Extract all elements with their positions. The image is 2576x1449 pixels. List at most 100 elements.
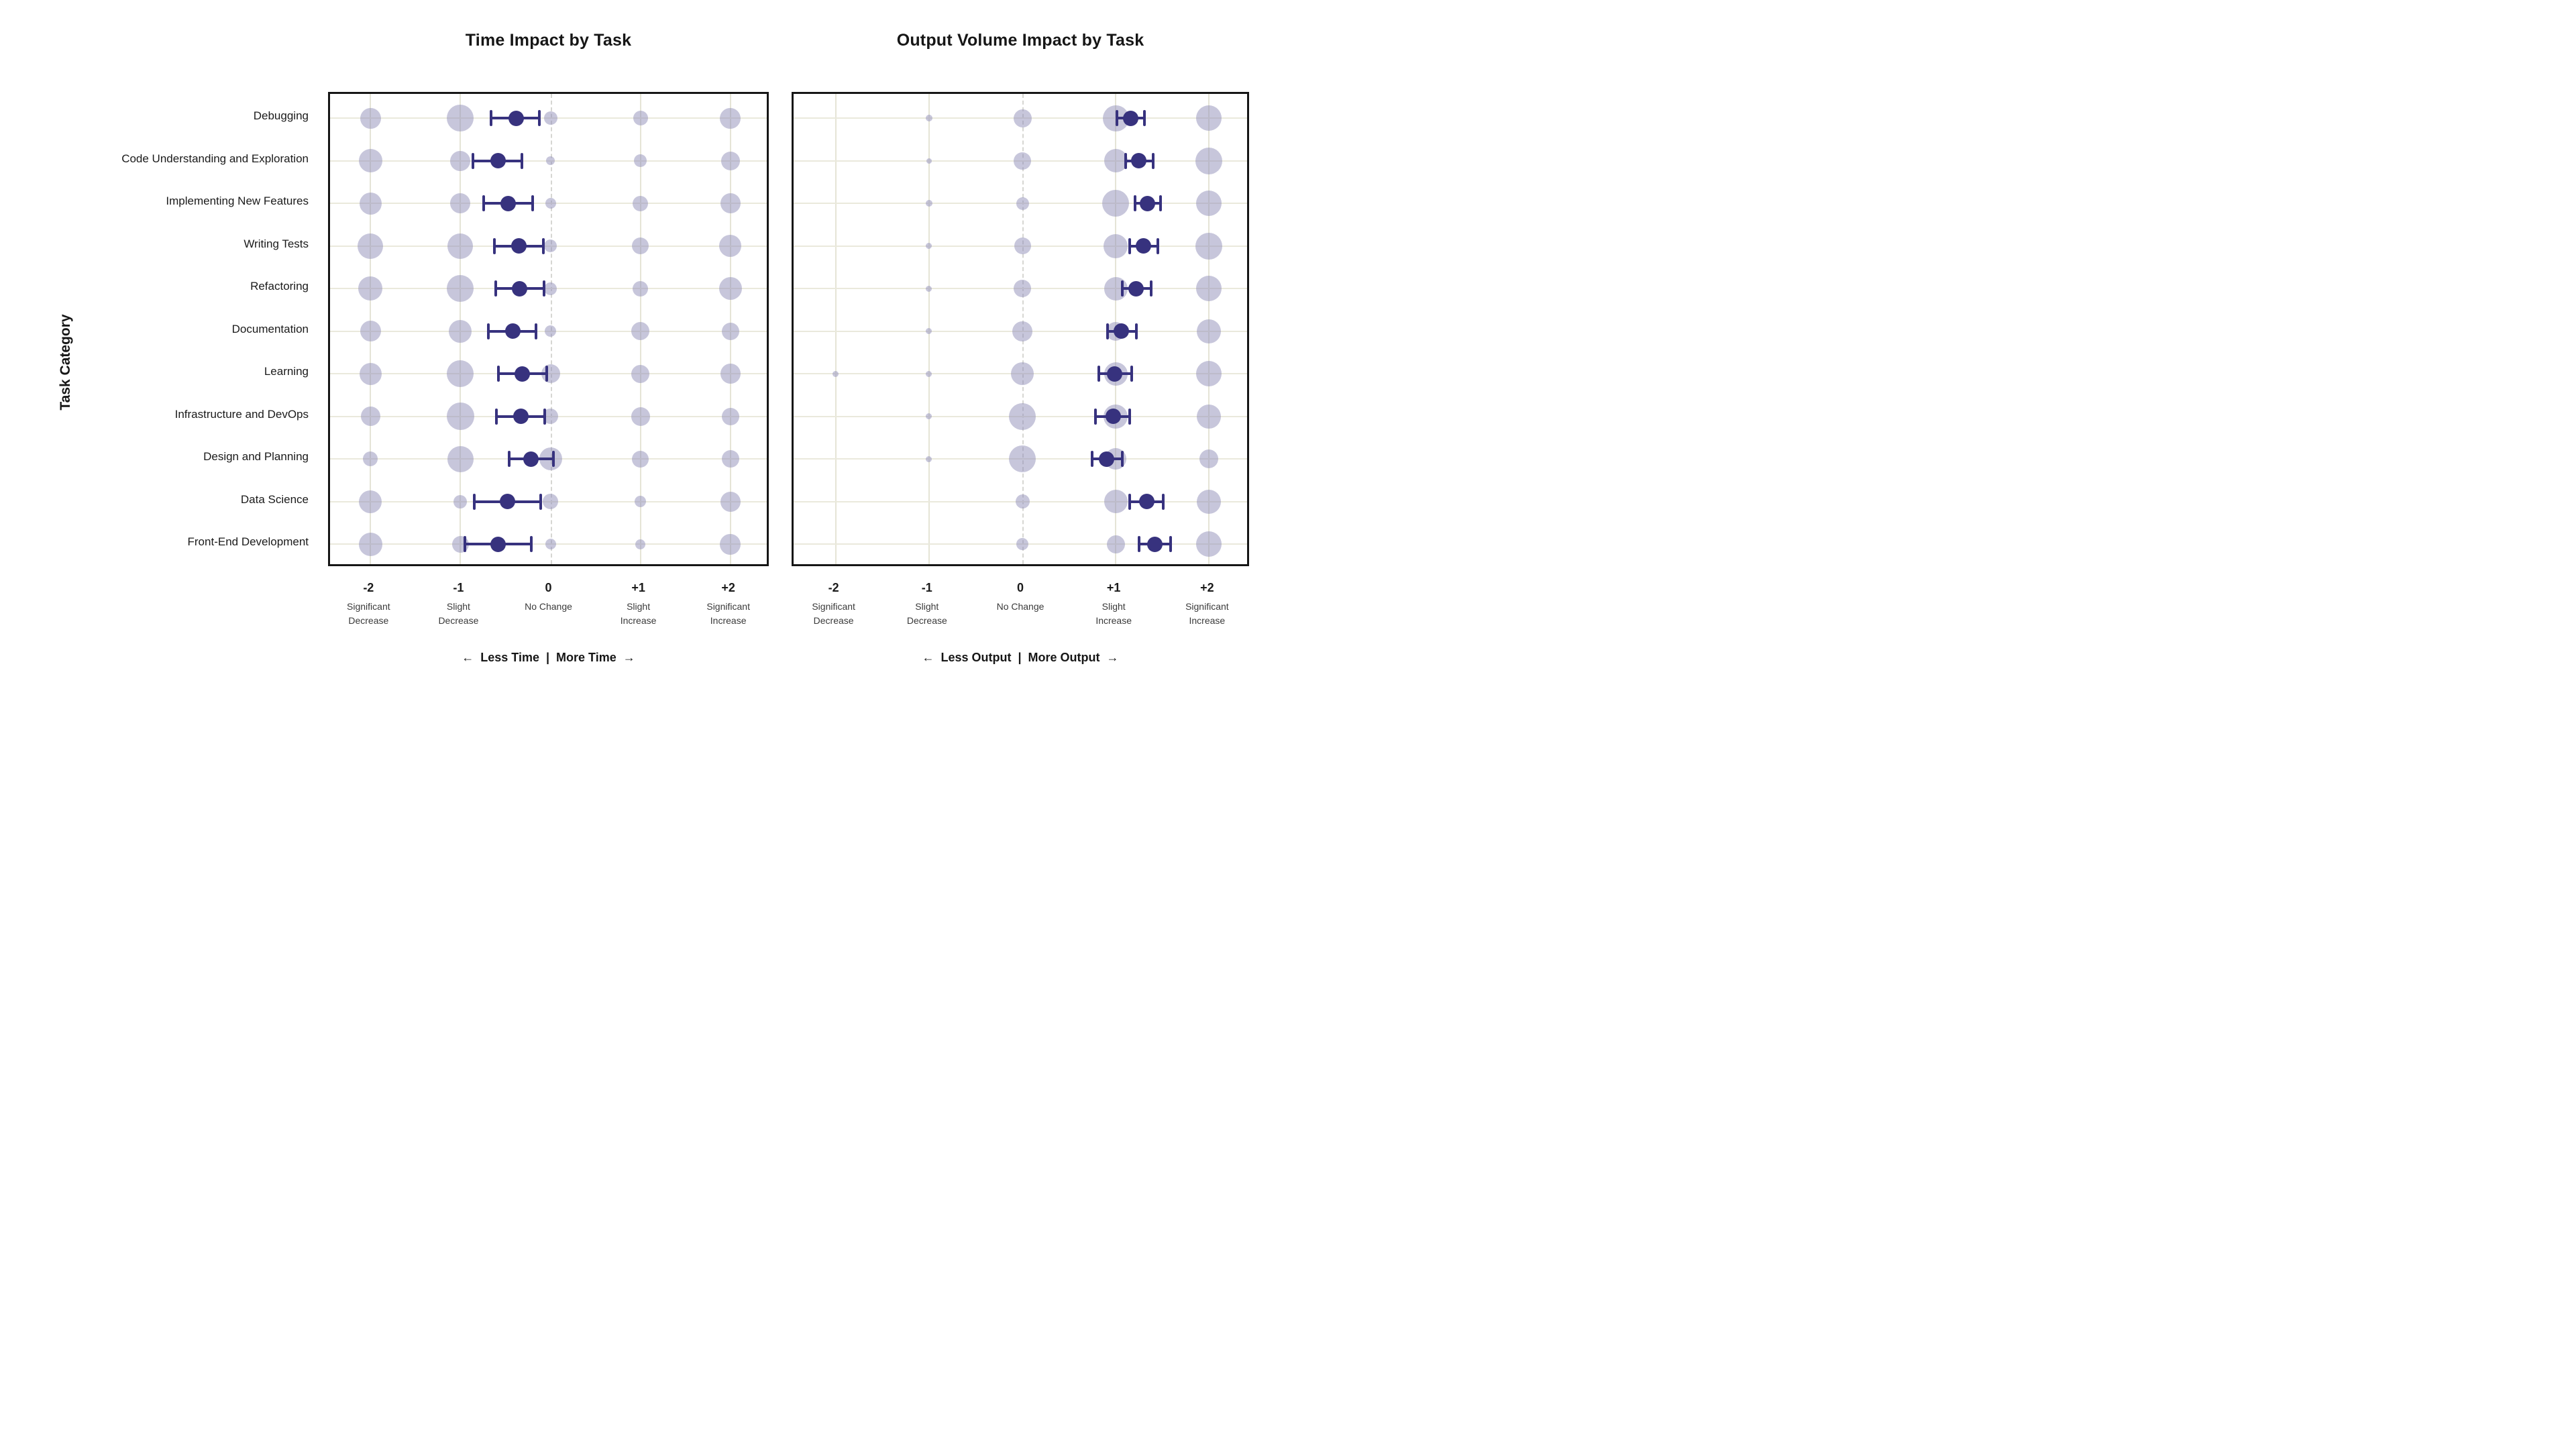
x-tick-sublabel: No Change — [525, 601, 572, 612]
ci-cap — [538, 110, 541, 126]
bubble — [450, 193, 471, 213]
category-label: Infrastructure and DevOps — [174, 407, 309, 421]
mean-dot — [504, 323, 521, 339]
ci-cap — [530, 536, 533, 552]
ci-cap — [1134, 323, 1138, 339]
x-tick-sublabel: Significant — [812, 601, 855, 612]
x-tick-sublabel: Increase — [620, 615, 657, 626]
bubble — [1197, 489, 1222, 514]
ci-cap — [486, 323, 490, 339]
bubble — [545, 539, 556, 549]
bubble — [449, 319, 472, 343]
bubble — [833, 370, 839, 377]
x-tick-number: -2 — [828, 581, 839, 594]
x-tick-sublabel: Increase — [1189, 615, 1226, 626]
bubble — [1196, 105, 1222, 131]
x-tick-sublabel: Slight — [446, 601, 470, 612]
bubble — [453, 494, 468, 508]
x-tick-sublabel: Increase — [710, 615, 747, 626]
bubble — [1014, 152, 1031, 170]
gridline-v — [835, 94, 837, 564]
x-tick-sublabel: Significant — [706, 601, 750, 612]
mean-dot — [1138, 494, 1155, 509]
x-tick-number: -2 — [363, 581, 374, 594]
bubble — [633, 111, 648, 125]
category-label: Design and Planning — [203, 450, 309, 463]
bubble — [720, 193, 741, 213]
bubble — [447, 445, 474, 472]
mean-dot — [499, 494, 515, 509]
category-label: Documentation — [231, 322, 309, 335]
x-tick-number: +1 — [631, 581, 645, 594]
x-tick: +1 Slight Increase — [588, 581, 689, 628]
ci-cap — [1159, 195, 1162, 211]
ci-cap — [1150, 280, 1153, 297]
x-tick-number: -1 — [453, 581, 464, 594]
bubble — [1104, 233, 1128, 258]
bubble — [721, 322, 739, 340]
x-tick: -1 Slight Decrease — [877, 581, 977, 628]
bubble — [1011, 362, 1034, 385]
x-tick: -2 Significant Decrease — [318, 581, 419, 628]
ci-cap — [1120, 280, 1124, 297]
ci-cap — [1097, 366, 1101, 382]
ci-cap — [1124, 152, 1128, 169]
ci-cap — [464, 536, 467, 552]
bubble — [360, 407, 380, 426]
x-tick: +2 Significant Increase — [678, 581, 779, 628]
x-tick-sublabel: Slight — [915, 601, 939, 612]
bubble — [632, 237, 649, 254]
ci-cap — [520, 152, 523, 169]
bubble — [1013, 109, 1032, 127]
chart-title-time: Time Impact by Task — [465, 31, 632, 50]
bubble — [635, 496, 647, 507]
x-tick: +2 Significant Increase — [1157, 581, 1257, 628]
bubble — [631, 407, 650, 426]
category-label: Learning — [264, 365, 309, 378]
bubble — [926, 370, 932, 377]
plot-area-output — [792, 92, 1249, 566]
mean-dot — [1128, 280, 1144, 297]
mean-dot — [1098, 451, 1114, 467]
bubble — [363, 451, 378, 466]
category-label: Implementing New Features — [166, 195, 309, 207]
ci-cap — [1091, 451, 1094, 467]
bubble — [1196, 191, 1222, 216]
bubble — [926, 285, 932, 292]
bubble — [359, 362, 382, 385]
x-tick-number: 0 — [545, 581, 552, 594]
category-label: Debugging — [253, 109, 309, 122]
bubble — [359, 192, 382, 215]
bubble — [358, 532, 382, 556]
x-tick-sublabel: Slight — [1102, 601, 1126, 612]
mean-dot — [1140, 195, 1155, 211]
bubble — [721, 407, 739, 425]
bubble — [926, 243, 932, 249]
bubble — [926, 455, 932, 462]
category-label: Data Science — [240, 492, 309, 506]
ci-cap — [545, 366, 549, 382]
x-tick-sublabel: Decrease — [438, 615, 479, 626]
ci-cap — [539, 493, 542, 510]
bubble — [543, 409, 558, 424]
bubble — [543, 111, 557, 125]
bubble — [926, 158, 932, 164]
mean-dot — [1114, 323, 1130, 339]
ci-cap — [1130, 366, 1133, 382]
ci-cap — [493, 237, 496, 254]
bubble — [925, 200, 932, 207]
bubble — [544, 282, 557, 295]
ci-cap — [1137, 536, 1140, 552]
mean-dot — [513, 409, 529, 424]
ci-cap — [551, 451, 555, 467]
mean-dot — [490, 153, 506, 168]
bubble — [1016, 197, 1029, 210]
ci-cap — [1128, 493, 1132, 510]
figure: Task Category Debugging Code Understandin… — [0, 0, 1288, 724]
bubble — [546, 156, 555, 165]
mean-dot — [1147, 536, 1163, 552]
bubble — [719, 235, 742, 257]
bubble — [359, 490, 382, 513]
mean-dot — [508, 110, 525, 126]
bubble — [634, 154, 647, 167]
